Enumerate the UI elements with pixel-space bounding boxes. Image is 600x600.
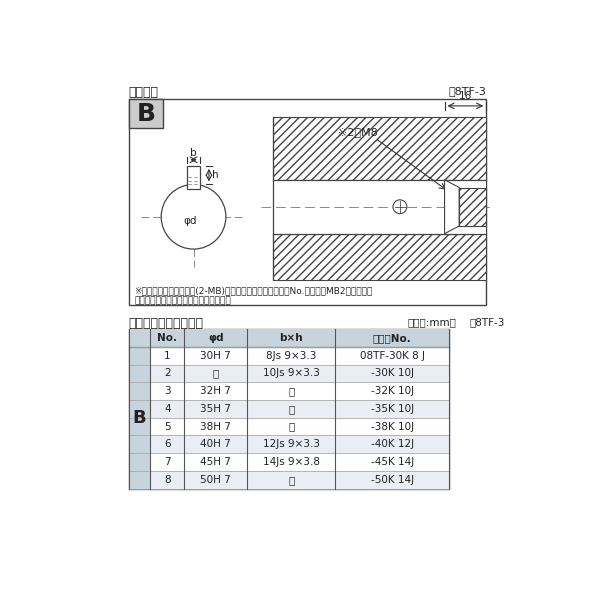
Text: 図8TF-3: 図8TF-3 <box>448 86 486 96</box>
Polygon shape <box>445 180 459 234</box>
Text: 1: 1 <box>164 351 170 361</box>
Bar <box>273 180 486 233</box>
Bar <box>151 400 449 418</box>
Text: B: B <box>136 101 155 125</box>
Text: 5: 5 <box>164 422 170 431</box>
Text: -30K 10J: -30K 10J <box>371 368 414 379</box>
Text: b: b <box>190 148 197 158</box>
Text: ※2－M8: ※2－M8 <box>338 127 378 137</box>
Text: -32K 10J: -32K 10J <box>371 386 414 396</box>
Text: 14Js 9×3.8: 14Js 9×3.8 <box>263 457 320 467</box>
Bar <box>459 187 486 226</box>
Text: -50K 14J: -50K 14J <box>371 475 414 485</box>
Bar <box>129 329 151 488</box>
Bar <box>151 471 449 488</box>
Text: -35K 10J: -35K 10J <box>371 404 414 414</box>
Text: 3: 3 <box>164 386 170 396</box>
Text: 2: 2 <box>164 368 170 379</box>
Text: 7: 7 <box>164 457 170 467</box>
Text: コードNo.: コードNo. <box>373 333 412 343</box>
Text: 8: 8 <box>164 475 170 485</box>
Text: φd: φd <box>208 333 224 343</box>
Text: 8Js 9×3.3: 8Js 9×3.3 <box>266 351 317 361</box>
Text: 〃: 〃 <box>213 368 219 379</box>
Text: 08TF-30K 8 J: 08TF-30K 8 J <box>360 351 425 361</box>
Text: 10Js 9×3.3: 10Js 9×3.3 <box>263 368 320 379</box>
Text: ※セットボルト用タップ(2-MB)が必要な場合は右記コードNo.の末尾にMB2を付ける。: ※セットボルト用タップ(2-MB)が必要な場合は右記コードNo.の末尾にMB2を… <box>134 286 373 295</box>
Bar <box>151 418 449 436</box>
Bar <box>151 453 449 471</box>
Bar <box>151 347 449 365</box>
Text: （セットボルトは付属されています。）: （セットボルトは付属されています。） <box>134 296 231 305</box>
Text: 軸穴形状コード一覧表: 軸穴形状コード一覧表 <box>129 317 204 330</box>
Bar <box>129 99 486 305</box>
Text: 〃: 〃 <box>288 404 295 414</box>
Bar <box>187 166 200 189</box>
Bar <box>151 382 449 400</box>
Bar <box>151 365 449 382</box>
Text: -38K 10J: -38K 10J <box>371 422 414 431</box>
Text: φd: φd <box>184 215 197 226</box>
Text: 38H 7: 38H 7 <box>200 422 232 431</box>
Text: -40K 12J: -40K 12J <box>371 439 414 449</box>
Text: 表8TF-3: 表8TF-3 <box>469 317 505 327</box>
Text: 〃: 〃 <box>288 386 295 396</box>
Text: 45H 7: 45H 7 <box>200 457 232 467</box>
Text: 32H 7: 32H 7 <box>200 386 232 396</box>
Text: 〃: 〃 <box>288 422 295 431</box>
Text: （単位:mm）: （単位:mm） <box>407 317 457 327</box>
Text: -45K 14J: -45K 14J <box>371 457 414 467</box>
Text: 軸穴形状: 軸穴形状 <box>129 86 159 99</box>
Text: 〃: 〃 <box>288 475 295 485</box>
Text: 16: 16 <box>459 91 472 101</box>
Text: No.: No. <box>157 333 178 343</box>
Text: 6: 6 <box>164 439 170 449</box>
Text: b×h: b×h <box>280 333 303 343</box>
Bar <box>151 329 449 347</box>
Text: 50H 7: 50H 7 <box>200 475 231 485</box>
Text: 35H 7: 35H 7 <box>200 404 232 414</box>
Text: h: h <box>212 170 218 180</box>
Bar <box>273 116 486 180</box>
Text: 12Js 9×3.3: 12Js 9×3.3 <box>263 439 320 449</box>
Circle shape <box>161 184 226 249</box>
Text: 4: 4 <box>164 404 170 414</box>
Bar <box>273 234 486 280</box>
Bar <box>129 329 449 488</box>
Circle shape <box>393 200 407 214</box>
Text: 30H 7: 30H 7 <box>200 351 231 361</box>
Bar <box>151 436 449 453</box>
Bar <box>129 99 163 128</box>
Text: B: B <box>133 409 146 427</box>
Text: 40H 7: 40H 7 <box>200 439 231 449</box>
